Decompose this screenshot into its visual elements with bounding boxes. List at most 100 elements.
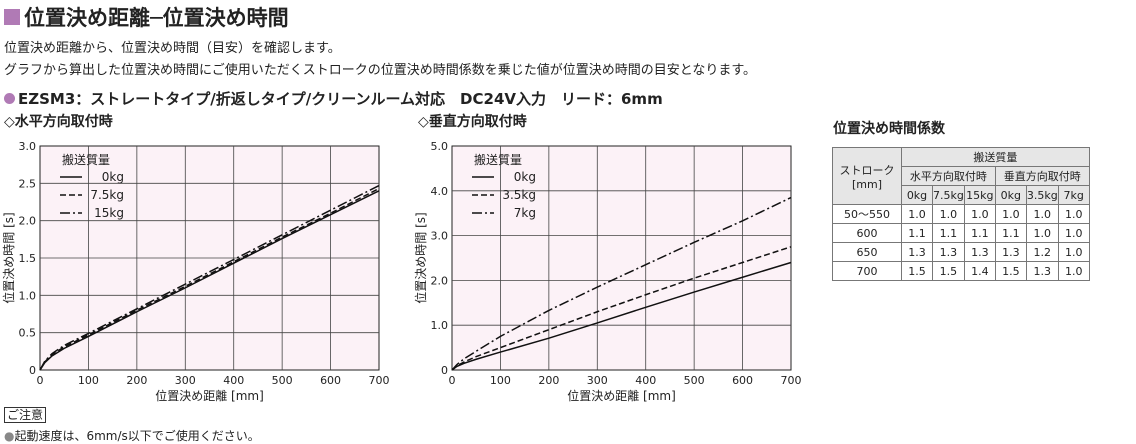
- sub-header-2: 15kg: [963, 185, 996, 205]
- y-tick-label: 3.0: [431, 230, 449, 243]
- coef-cell: 1.5: [932, 261, 965, 281]
- stroke-cell: 50～550: [832, 204, 902, 224]
- coef-cell: 1.0: [1057, 261, 1090, 281]
- coef-cell: 1.0: [901, 204, 933, 224]
- coef-cell: 1.0: [1025, 204, 1059, 224]
- x-tick-label: 700: [781, 374, 802, 387]
- chart-vertical: 0 100 200 300 400 500 600 700 0 1.0 2.0 3.0 4.0 5.0 位置…: [413, 140, 802, 403]
- model-name: EZSM3: [18, 89, 76, 108]
- coef-cell: 1.3: [901, 242, 933, 262]
- coef-cell: 1.2: [1025, 242, 1059, 262]
- x-tick-label: 500: [684, 374, 705, 387]
- coef-table-title: 位置決め時間係数: [833, 121, 945, 137]
- title-square-icon: [4, 9, 20, 25]
- model-spec: ：ストレートタイプ/折返しタイプ/クリーンルーム対応 DC24V入力 リード：6…: [75, 90, 663, 108]
- y-tick-label: 2.0: [431, 274, 449, 287]
- y-tick-label: 2.0: [19, 215, 37, 228]
- coef-cell: 1.5: [994, 261, 1027, 281]
- coef-cell: 1.0: [1057, 242, 1090, 262]
- series-line-1: [451, 246, 792, 371]
- sub-header-1: 7.5kg: [932, 185, 965, 205]
- coef-cell: 1.3: [1025, 261, 1059, 281]
- mass-header: 搬送質量: [901, 147, 1090, 167]
- y-tick-label: 0.5: [19, 327, 37, 340]
- y-tick-label: 3.0: [19, 140, 37, 153]
- y-tick-label: 1.0: [19, 289, 37, 302]
- x-axis-label: 位置決め距離 [mm]: [155, 388, 264, 403]
- bullet-dot-icon: [4, 93, 15, 104]
- group-header-horizontal: 水平方向取付時: [901, 166, 996, 186]
- x-tick-label: 0: [37, 374, 44, 387]
- series-line-0: [451, 261, 792, 371]
- y-tick-label: 1.5: [19, 252, 37, 265]
- coef-cell: 1.3: [994, 242, 1027, 262]
- coef-table: ストローク [mm] 搬送質量 水平方向取付時 垂直方向取付時 0kg 7.5kg…: [832, 147, 1090, 281]
- y-tick-label: 0: [29, 364, 36, 377]
- sub-header-3: 0kg: [994, 185, 1027, 205]
- table-row: 700 1.5 1.5 1.4 1.5 1.3 1.0: [832, 261, 1090, 281]
- note-text: 起動速度は、6mm/s以下でご使用ください。: [14, 429, 260, 443]
- series-line-0: [39, 190, 380, 371]
- coef-cell: 1.1: [932, 223, 965, 243]
- y-axis-label: 位置決め時間 [s]: [1, 212, 16, 303]
- plot-area: [451, 145, 792, 371]
- chart-2-title: ◇垂直方向取付時: [418, 114, 527, 130]
- note-bullet: ●: [4, 429, 15, 443]
- coef-cell: 1.1: [994, 223, 1027, 243]
- stroke-header-label: ストローク: [839, 163, 895, 177]
- x-tick-label: 400: [635, 374, 656, 387]
- coef-cell: 1.0: [994, 204, 1027, 224]
- x-tick-label: 200: [538, 374, 559, 387]
- legend-label-1: 7.5kg: [90, 188, 124, 202]
- y-tick-label: 0: [441, 364, 448, 377]
- x-tick-label: 400: [223, 374, 244, 387]
- x-tick-label: 100: [490, 374, 511, 387]
- table-row: 600 1.1 1.1 1.1 1.1 1.0 1.0: [832, 223, 1090, 243]
- x-tick-label: 300: [587, 374, 608, 387]
- stroke-header: ストローク [mm]: [832, 147, 902, 205]
- page-title-text: 位置決め距離─位置決め時間: [24, 6, 289, 30]
- legend-label-0: 0kg: [102, 170, 124, 184]
- coef-cell: 1.1: [963, 223, 996, 243]
- legend-label-1: 3.5kg: [502, 188, 536, 202]
- coef-cell: 1.0: [1057, 223, 1090, 243]
- series-line-2: [451, 196, 792, 371]
- x-tick-label: 200: [126, 374, 147, 387]
- y-tick-label: 5.0: [431, 140, 449, 153]
- stroke-cell: 600: [832, 223, 902, 243]
- coef-cell: 1.4: [963, 261, 996, 281]
- x-axis-label: 位置決め距離 [mm]: [567, 388, 676, 403]
- page-title: 位置決め距離─位置決め時間: [4, 2, 289, 32]
- note-line: ●起動速度は、6mm/s以下でご使用ください。: [4, 427, 260, 444]
- chart-horizontal: 0 100 200 300 400 500 600 700 0 0.5 1.0 1.5 2.0 2.5 3.…: [1, 140, 390, 403]
- stroke-cell: 700: [832, 261, 902, 281]
- sub-header-4: 3.5kg: [1025, 185, 1059, 205]
- stroke-cell: 650: [832, 242, 902, 262]
- coef-cell: 1.0: [963, 204, 996, 224]
- series-line-2: [39, 184, 380, 371]
- y-tick-label: 1.0: [431, 319, 449, 332]
- x-tick-label: 500: [272, 374, 293, 387]
- x-tick-label: 700: [369, 374, 390, 387]
- table-row: 650 1.3 1.3 1.3 1.3 1.2 1.0: [832, 242, 1090, 262]
- x-tick-label: 300: [175, 374, 196, 387]
- x-tick-label: 100: [78, 374, 99, 387]
- x-tick-label: 600: [732, 374, 753, 387]
- y-axis-label: 位置決め時間 [s]: [413, 212, 428, 303]
- y-tick-label: 2.5: [19, 177, 37, 190]
- legend-label-0: 0kg: [514, 170, 536, 184]
- coef-cell: 1.0: [1057, 204, 1090, 224]
- x-tick-label: 600: [320, 374, 341, 387]
- x-tick-label: 0: [449, 374, 456, 387]
- legend-label-2: 15kg: [94, 206, 124, 220]
- y-tick-label: 4.0: [431, 185, 449, 198]
- coef-cell: 1.3: [963, 242, 996, 262]
- note-label: ご注意: [4, 407, 47, 423]
- description-line-2: グラフから算出した位置決め時間にご使用いただくストロークの位置決め時間係数を乗じ…: [4, 63, 757, 78]
- stroke-header-unit: [mm]: [851, 177, 882, 191]
- group-header-vertical: 垂直方向取付時: [994, 166, 1090, 186]
- legend-label-2: 7kg: [514, 206, 536, 220]
- table-row: 50～550 1.0 1.0 1.0 1.0 1.0 1.0: [832, 204, 1090, 224]
- coef-cell: 1.5: [901, 261, 933, 281]
- sub-header-5: 7kg: [1057, 185, 1090, 205]
